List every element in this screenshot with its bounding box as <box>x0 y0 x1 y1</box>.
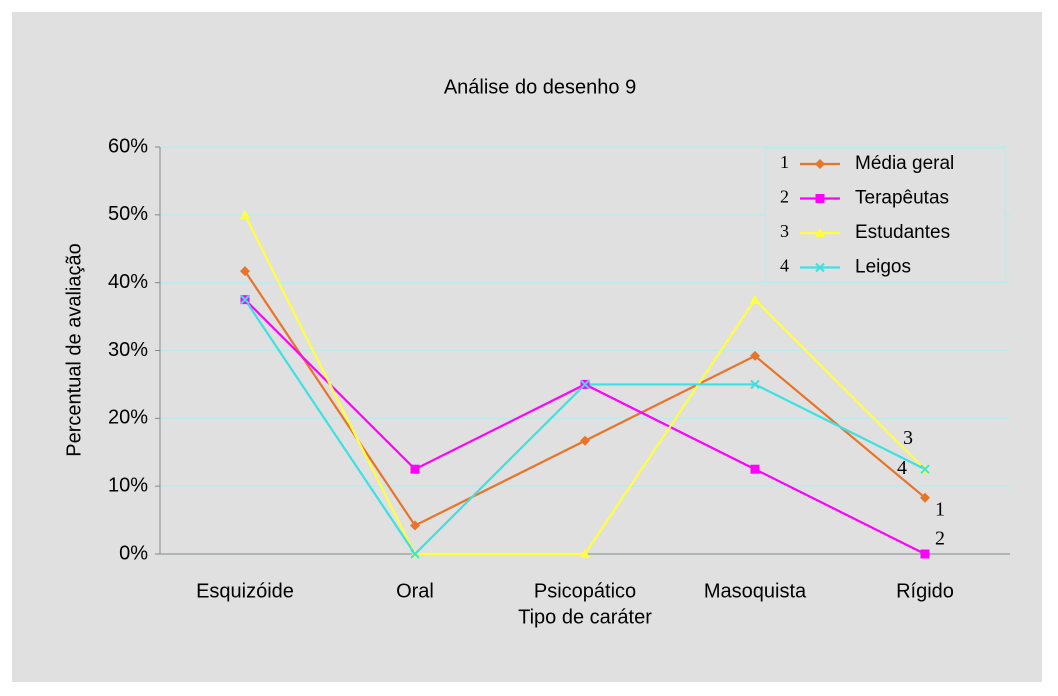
end-label: 3 <box>903 427 913 449</box>
marker <box>920 492 930 503</box>
legend-label: Estudantes <box>855 222 950 243</box>
x-tick-label: Oral <box>396 580 434 602</box>
x-tick-label: Esquizóide <box>196 580 294 602</box>
end-label: 4 <box>897 457 907 479</box>
x-tick-label: Rígido <box>896 580 954 602</box>
marker <box>815 228 825 237</box>
marker <box>580 549 590 558</box>
y-tick-label: 50% <box>108 203 148 225</box>
y-tick-label: 0% <box>119 542 148 564</box>
y-tick-label: 40% <box>108 271 148 293</box>
marker <box>815 159 825 169</box>
y-tick-label: 20% <box>108 407 148 429</box>
legend: 1 Média geral 2 Terapêutas 3 Estudantes 4 Leigo… <box>764 147 1006 283</box>
marker <box>580 435 590 446</box>
x-tick-label: Psicopático <box>534 580 636 602</box>
chart-background <box>12 12 1042 682</box>
marker <box>240 294 250 305</box>
legend-number: 1 <box>780 152 789 172</box>
legend-number: 3 <box>780 221 789 241</box>
marker <box>920 464 930 474</box>
marker <box>410 549 420 559</box>
legend-box <box>764 147 1006 283</box>
legend-number: 4 <box>780 256 789 276</box>
legend-label: Terapêutas <box>855 188 949 209</box>
x-axis-label: Tipo de caráter <box>518 606 652 628</box>
marker <box>410 520 420 531</box>
x-tick-label: Masoquista <box>704 580 807 602</box>
marker <box>240 209 250 219</box>
end-label: 2 <box>935 528 945 550</box>
marker <box>920 549 930 559</box>
y-tick-label: 30% <box>108 339 148 361</box>
marker <box>750 294 760 304</box>
y-tick-label: 60% <box>108 135 148 157</box>
legend-label: Leigos <box>855 257 911 278</box>
marker <box>750 379 760 390</box>
chart-title: Análise do desenho 9 <box>444 76 636 98</box>
marker <box>580 379 590 390</box>
marker <box>815 262 825 273</box>
marker <box>410 464 420 474</box>
marker <box>750 464 760 474</box>
y-tick-label: 10% <box>108 474 148 496</box>
y-axis-label: Percentual de avaliação <box>63 243 85 456</box>
end-label: 1 <box>935 498 945 520</box>
legend-number: 2 <box>780 187 789 207</box>
marker <box>815 194 825 203</box>
marker <box>750 350 760 361</box>
marker <box>240 266 250 277</box>
legend-label: Média geral <box>855 153 954 174</box>
